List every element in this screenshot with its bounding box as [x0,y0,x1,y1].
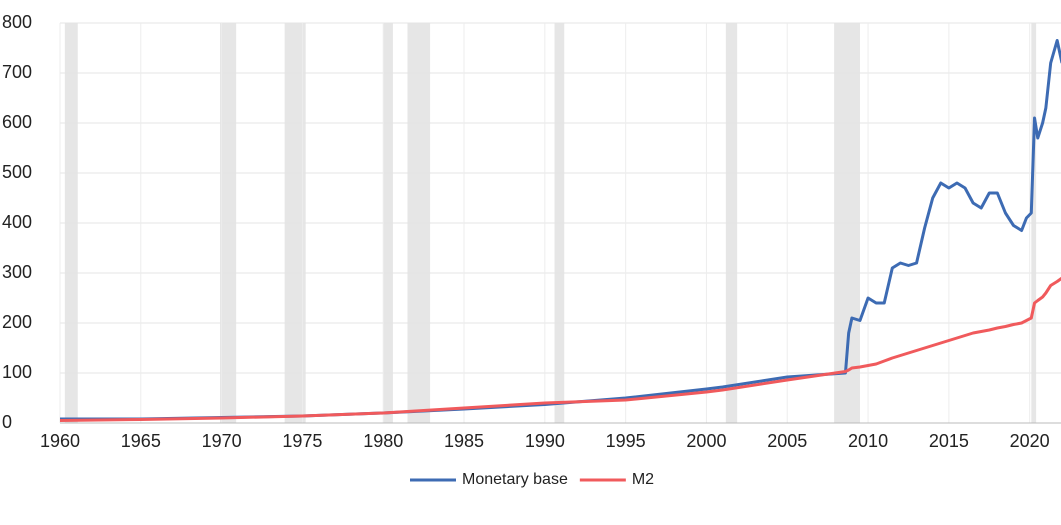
x-tick-label: 2015 [929,431,969,451]
y-tick-label: 300 [2,262,32,282]
x-tick-label: 2000 [686,431,726,451]
y-tick-label: 600 [2,112,32,132]
legend-label: M2 [632,471,654,488]
y-tick-label: 0 [2,412,12,432]
y-tick-label: 500 [2,162,32,182]
x-tick-label: 1980 [363,431,403,451]
x-tick-label: 1990 [525,431,565,451]
x-tick-label: 2005 [767,431,807,451]
x-tick-label: 1985 [444,431,484,451]
x-tick-label: 1975 [282,431,322,451]
y-tick-label: 200 [2,312,32,332]
x-tick-label: 1965 [121,431,161,451]
data-line [60,39,1061,421]
y-tick-label: 100 [2,362,32,382]
data-line [59,276,1061,422]
legend-label: Monetary base [462,471,568,488]
y-tick-label: 800 [2,12,32,32]
x-tick-label: 2020 [1010,431,1050,451]
x-tick-label: 1995 [606,431,646,451]
x-tick-label: 1970 [202,431,242,451]
legend: Monetary base M2 [410,471,654,488]
x-tick-label: 2010 [848,431,888,451]
y-tick-label: 700 [2,62,32,82]
x-tick-label: 1960 [40,431,80,451]
y-tick-label: 400 [2,212,32,232]
